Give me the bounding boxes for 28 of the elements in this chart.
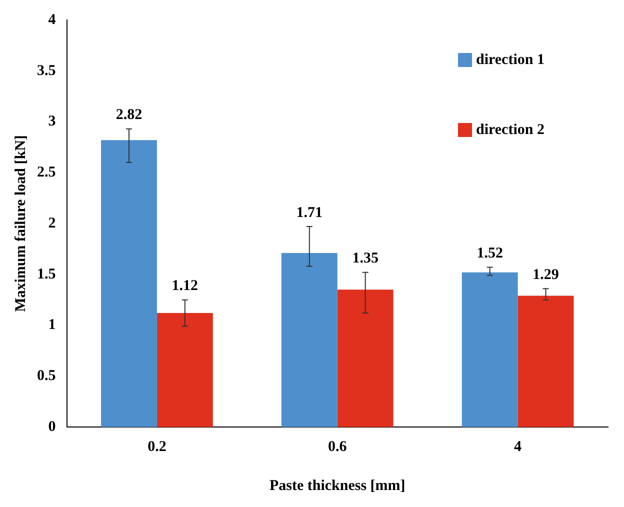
- x-tick-label: 0.6: [328, 438, 348, 455]
- bar: [518, 296, 574, 427]
- data-label: 1.12: [172, 278, 198, 294]
- data-label: 1.52: [476, 246, 503, 262]
- y-tick-label: 3: [48, 114, 56, 130]
- data-label: 1.29: [532, 266, 559, 283]
- data-label: 1.35: [352, 250, 378, 267]
- y-tick-label: 1.5: [37, 266, 56, 282]
- data-label: 1.71: [296, 204, 323, 221]
- y-tick-label: 4: [48, 12, 56, 28]
- legend-label: direction 2: [476, 122, 544, 138]
- legend-label: direction 1: [476, 52, 544, 68]
- bar: [101, 140, 157, 427]
- x-tick-label: 0.2: [148, 438, 166, 455]
- x-axis-title: Paste thickness [mm]: [269, 478, 406, 494]
- x-tick-label: 4: [514, 438, 522, 455]
- bar: [462, 272, 518, 427]
- y-tick-label: 1: [48, 317, 56, 334]
- y-tick-label: 2: [48, 215, 56, 232]
- y-axis-title: Maximum failure load [kN]: [12, 135, 29, 312]
- bar: [156, 313, 213, 427]
- y-tick-label: 2.5: [37, 164, 56, 180]
- bar: [281, 253, 338, 427]
- bar: [337, 290, 394, 427]
- data-label: 2.82: [116, 107, 142, 124]
- y-tick-label: 0.5: [37, 368, 56, 384]
- y-tick-label: 0: [48, 418, 56, 435]
- y-tick-label: 3.5: [37, 62, 56, 79]
